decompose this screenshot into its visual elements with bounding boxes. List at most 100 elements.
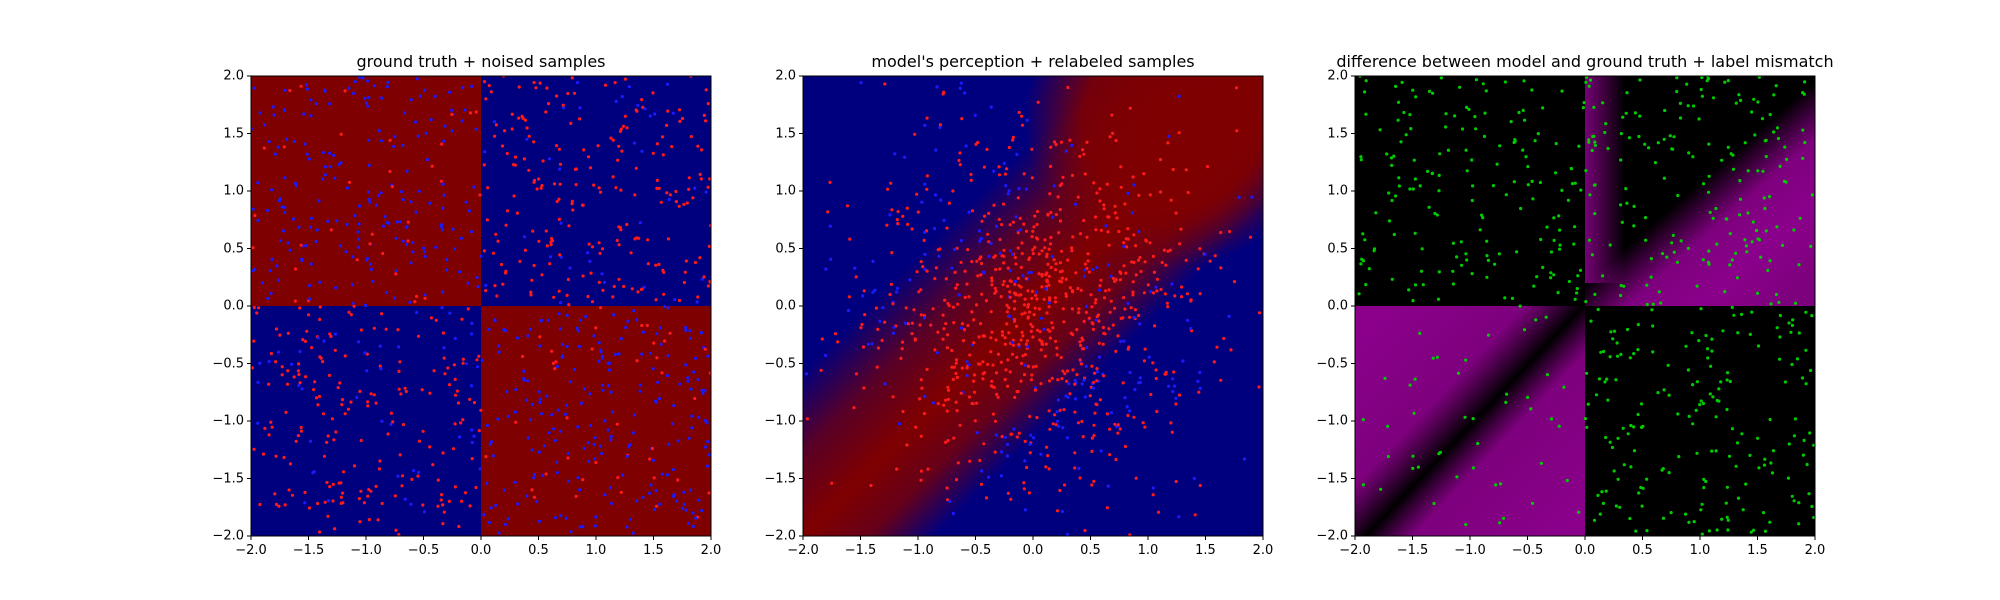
scatter-point [1586,402,1590,406]
scatter-point [385,85,389,89]
scatter-point [1094,402,1098,406]
scatter-point [539,319,543,323]
scatter-point [460,86,465,90]
scatter-point [326,219,330,223]
scatter-point [1004,368,1008,372]
scatter-point [303,490,307,495]
scatter-point [423,296,427,300]
scatter-point [461,361,465,365]
scatter-point [522,369,526,373]
scatter-point [262,146,266,150]
scatter-point [820,337,824,341]
scatter-point [450,108,454,112]
scatter-point [1437,452,1441,456]
scatter-point [1002,261,1006,265]
scatter-point [1055,509,1060,513]
scatter-point [896,222,900,226]
scatter-point [1612,329,1617,333]
scatter-point [559,301,563,305]
scatter-point [1433,211,1437,216]
scatter-point [958,151,962,155]
scatter-point [448,311,452,315]
scatter-point [1619,158,1623,162]
scatter-point [1169,421,1173,425]
scatter-point [990,279,994,283]
scatter-point [920,386,924,390]
scatter-point [955,375,960,379]
scatter-point [662,292,666,296]
scatter-point [955,283,959,287]
scatter-point [423,255,427,259]
scatter-point [582,148,586,152]
scatter-point [1060,377,1064,381]
scatter-point [954,371,958,376]
scatter-point [1181,359,1185,363]
scatter-point [1790,494,1794,498]
scatter-point [641,330,646,334]
scatter-point [967,395,972,399]
scatter-point [474,127,478,131]
scatter-point [323,500,327,504]
scatter-point [532,263,536,268]
scatter-point [925,116,929,120]
scatter-point [588,259,592,263]
scatter-point [445,268,449,272]
scatter-point [951,511,956,516]
scatter-point [1071,290,1075,294]
scatter-point [705,464,710,468]
scatter-point [689,488,693,492]
scatter-point [441,206,445,210]
scatter-point [316,403,320,407]
scatter-point [474,485,478,490]
scatter-point [386,432,390,436]
scatter-point [1554,142,1558,146]
scatter-point [874,306,879,310]
scatter-point [926,467,930,471]
scatter-point [919,434,923,438]
scatter-point [1790,323,1794,327]
scatter-point [1196,267,1200,271]
scatter-point [1483,111,1487,115]
scatter-point [1073,378,1077,382]
scatter-point [1031,252,1035,256]
scatter-point [365,258,369,262]
scatter-point [551,361,556,365]
scatter-point [1662,176,1666,180]
scatter-point [499,262,504,267]
scatter-point [665,191,669,195]
scatter-point [1485,239,1489,243]
scatter-point [299,243,303,247]
scatter-point [621,473,625,477]
scatter-point [1212,360,1216,364]
y-tick-label: 1.5 [775,126,796,141]
scatter-point [690,414,694,418]
scatter-point [544,229,548,233]
scatter-point [1044,273,1048,277]
scatter-point [675,499,679,503]
scatter-point [981,360,985,364]
scatter-point [1778,335,1782,339]
scatter-point [1023,353,1027,357]
scatter-point [978,362,982,366]
scatter-point [529,418,533,422]
scatter-point [933,348,937,352]
scatter-point [538,400,542,405]
scatter-point [568,266,572,270]
scatter-point [252,447,256,451]
scatter-point [256,181,260,185]
scatter-point [620,95,624,99]
scatter-point [468,397,472,401]
scatter-point [1777,357,1782,361]
scatter-point [487,327,491,332]
scatter-point [875,365,879,369]
scatter-point [989,350,993,354]
scatter-point [674,189,678,194]
scatter-point [417,470,421,474]
scatter-point [442,139,446,143]
scatter-point [901,214,905,218]
scatter-point [1083,268,1087,272]
scatter-point [1020,241,1024,245]
scatter-point [1390,277,1394,281]
scatter-point [474,110,478,114]
scatter-point [972,373,977,377]
